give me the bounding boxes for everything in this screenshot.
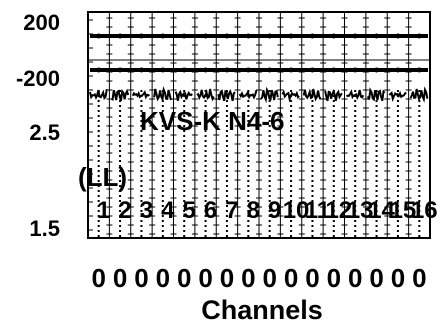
x-tick-label-top: 14 [368, 197, 395, 224]
x-tick-label-top: 2 [118, 197, 131, 224]
channel-waveform [238, 89, 258, 100]
x-tick-label-bottom: 0 [134, 263, 148, 293]
x-tick-label-top: 16 [411, 197, 438, 224]
x-tick-label-top: 10 [283, 197, 310, 224]
series-point [309, 33, 315, 39]
y-tick-labels: 200 -200 2.5 1.5 [16, 10, 60, 241]
series-point [309, 67, 315, 73]
x-tick-label-bottom: 0 [91, 263, 105, 293]
channel-waveform [174, 89, 193, 101]
series-point [374, 33, 380, 39]
channel-waveform [388, 90, 407, 103]
series-point [181, 33, 187, 39]
x-tick-label-bottom: 0 [198, 263, 212, 293]
y-tick-label: 1.5 [29, 216, 60, 241]
x-tick-label-top: 6 [204, 197, 217, 224]
channel-waveform [260, 86, 279, 104]
series-point [395, 33, 401, 39]
series-point [245, 67, 251, 73]
series-point [245, 33, 251, 39]
series-point [160, 67, 166, 73]
x-tick-label-bottom: 0 [113, 263, 127, 293]
series-point [117, 67, 123, 73]
x-tick-label-bottom: 0 [177, 263, 191, 293]
series-point [224, 67, 230, 73]
series-point [138, 33, 144, 39]
series-point [96, 33, 102, 39]
series-point [267, 67, 273, 73]
channel-waveform [217, 89, 236, 102]
x-tick-label-bottom: 0 [262, 263, 276, 293]
x-tick-label-top: 9 [268, 197, 281, 224]
x-tick-label-top: 15 [390, 197, 417, 224]
overlay-text: KVS-K N4-6 [140, 106, 284, 136]
x-tick-label-top: 3 [140, 197, 153, 224]
x-tick-label-bottom: 0 [412, 263, 426, 293]
series-point [288, 33, 294, 39]
x-tick-label-top: 7 [225, 197, 238, 224]
series-point [267, 33, 273, 39]
series-point [395, 67, 401, 73]
series-point [224, 33, 230, 39]
channel-waveform [153, 86, 172, 103]
x-axis-label: Channels [201, 295, 323, 325]
x-tick-label-bottom: 0 [391, 263, 405, 293]
series-point [203, 33, 209, 39]
series-point [374, 67, 380, 73]
x-tick-label-top: 1 [97, 197, 110, 224]
x-tick-label-bottom: 0 [220, 263, 234, 293]
series-point [203, 67, 209, 73]
x-tick-label-top: 12 [325, 197, 352, 224]
series-point [331, 33, 337, 39]
x-tick-label-top: 13 [347, 197, 374, 224]
series-point [117, 33, 123, 39]
x-tick-label-bottom: 0 [369, 263, 383, 293]
series-point [138, 67, 144, 73]
x-tick-label-top: 4 [161, 197, 175, 224]
y-tick-label: -200 [16, 66, 60, 91]
x-tick-label-top: 5 [183, 197, 196, 224]
x-tick-label-top: 8 [247, 197, 260, 224]
series-point [352, 67, 358, 73]
series-point [96, 67, 102, 73]
series-point [331, 67, 337, 73]
series-point [288, 67, 294, 73]
series-point [181, 67, 187, 73]
x-tick-label-bottom: 0 [348, 263, 362, 293]
x-tick-label-bottom: 0 [305, 263, 319, 293]
traces [89, 33, 429, 238]
series-point [352, 33, 358, 39]
channel-waveform [409, 86, 429, 103]
channel-waveform [302, 88, 322, 102]
series-point [416, 67, 422, 73]
x-tick-label-bottom: 0 [156, 263, 170, 293]
x-tick-label-bottom: 0 [284, 263, 298, 293]
series-point [160, 33, 166, 39]
x-tick-label-top: 11 [305, 197, 330, 224]
x-tick-label-bottom: 0 [241, 263, 255, 293]
series-point [416, 33, 422, 39]
y-tick-label: 200 [23, 10, 60, 35]
channel-waveform [366, 87, 386, 102]
y-tick-label: 2.5 [29, 120, 60, 145]
x-tick-label-bottom: 0 [327, 263, 341, 293]
unit-label: (LL) [78, 162, 127, 192]
